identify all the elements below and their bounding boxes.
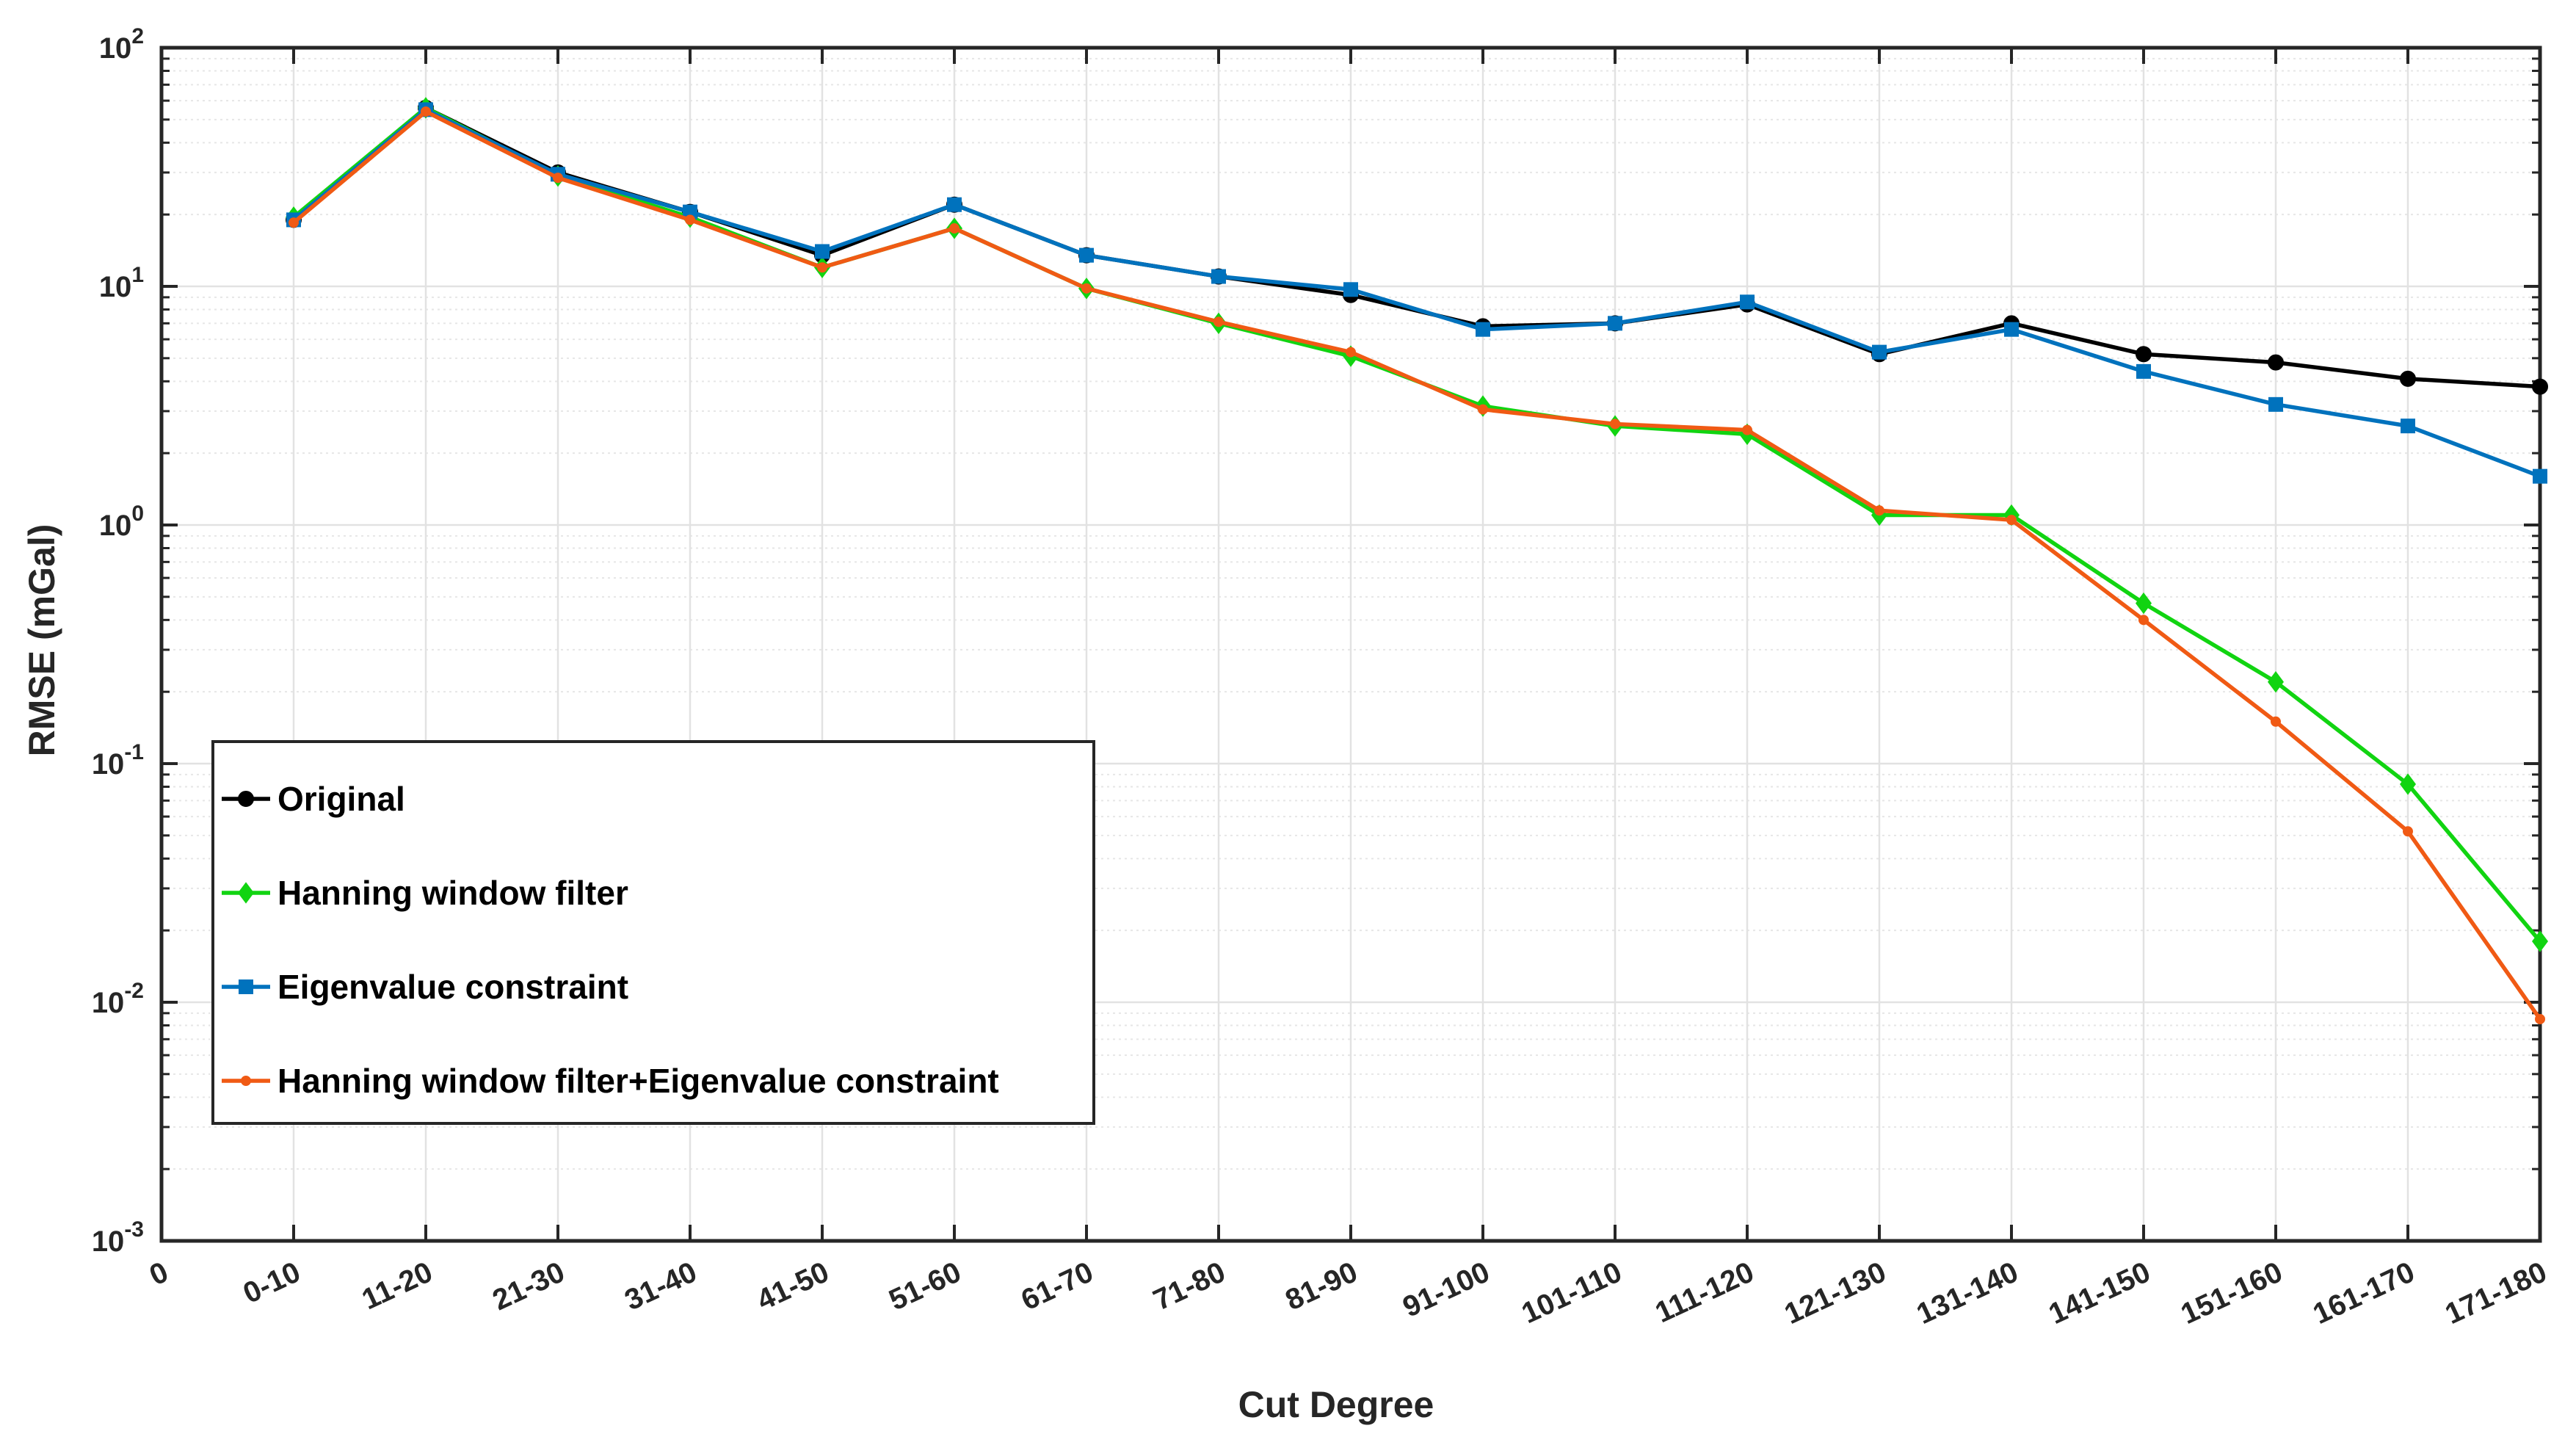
y-tick-label: 102 <box>99 24 144 65</box>
x-tick-label: 121-130 <box>1779 1256 1891 1330</box>
legend-label: Hanning window filter <box>277 874 628 912</box>
data-point <box>2268 396 2283 412</box>
data-point <box>815 244 830 259</box>
y-axis-title: RMSE (mGal) <box>21 524 62 757</box>
data-point <box>2400 370 2416 387</box>
data-point <box>2271 716 2281 727</box>
data-point <box>2400 773 2416 795</box>
data-point <box>1081 283 1092 294</box>
x-tick-label: 141-150 <box>2044 1256 2155 1330</box>
data-point <box>2268 354 2284 371</box>
series-4 <box>289 106 2545 1024</box>
x-tick-label: 91-100 <box>1398 1256 1494 1324</box>
legend-box <box>211 740 1095 1125</box>
y-tick-label: 101 <box>99 263 144 303</box>
y-tick-label: 100 <box>99 501 144 542</box>
legend-entry[interactable]: Original <box>222 780 405 818</box>
data-point <box>1476 322 1490 337</box>
x-tick-label: 71-80 <box>1148 1256 1230 1317</box>
y-tick-label: 10-1 <box>92 740 144 781</box>
data-point <box>1346 347 1356 358</box>
data-point <box>2138 615 2149 626</box>
data-point <box>817 262 827 273</box>
data-point <box>2532 930 2548 952</box>
data-point <box>1872 344 1887 360</box>
series-line <box>292 107 2541 479</box>
data-point <box>685 214 695 225</box>
x-tick-label: 161-170 <box>2308 1256 2420 1330</box>
data-point <box>1211 269 1226 284</box>
legend-swatch-marker <box>239 979 253 994</box>
legend-label: Eigenvalue constraint <box>277 968 628 1006</box>
x-tick-label: 171-180 <box>2440 1256 2552 1330</box>
data-point <box>1874 505 1884 516</box>
data-point <box>2532 378 2548 395</box>
x-tick-label: 111-120 <box>1650 1256 1759 1329</box>
data-point <box>1213 316 1224 327</box>
legend-entry[interactable]: Eigenvalue constraint <box>222 968 628 1006</box>
data-point <box>2136 346 2152 363</box>
y-tick-label: 10-2 <box>92 979 144 1019</box>
legend-swatch-marker <box>241 1076 251 1086</box>
data-point <box>2403 826 2413 837</box>
data-point <box>1608 316 1622 331</box>
legend-label: Original <box>277 780 405 818</box>
x-tick-label: 0-10 <box>239 1256 305 1310</box>
data-point <box>947 197 962 212</box>
series-layer <box>286 97 2548 1024</box>
data-point <box>1079 247 1094 263</box>
x-tick-label: 101-110 <box>1517 1256 1627 1330</box>
x-tick-label: 51-60 <box>884 1256 965 1317</box>
legend-label: Hanning window filter+Eigenvalue constra… <box>277 1062 999 1100</box>
x-tick-label: 31-40 <box>620 1256 701 1317</box>
legend-entry[interactable]: Hanning window filter <box>222 874 628 912</box>
x-tick-label: 151-160 <box>2176 1256 2287 1330</box>
data-point <box>2533 468 2547 484</box>
y-tick-label: 10-3 <box>92 1217 144 1258</box>
legend-swatch-marker <box>238 791 254 807</box>
data-point <box>1742 424 1752 435</box>
data-point <box>2535 1013 2545 1024</box>
data-point <box>289 217 299 228</box>
x-tick-label: 131-140 <box>1912 1256 2023 1330</box>
data-point <box>2006 515 2017 526</box>
legend[interactable]: Original Hanning window filter Eigenvalue … <box>211 740 1095 1125</box>
data-point <box>2004 322 2019 337</box>
series-line <box>292 109 2542 1021</box>
data-point <box>1343 282 1358 297</box>
legend-entry[interactable]: Hanning window filter+Eigenvalue constra… <box>222 1062 999 1100</box>
data-point <box>2136 592 2152 615</box>
legend-swatch-marker <box>238 882 254 904</box>
series-3 <box>286 102 2547 484</box>
x-tick-label: 61-70 <box>1016 1256 1097 1317</box>
data-point <box>2401 419 2415 434</box>
data-point <box>2268 671 2284 693</box>
x-tick-label: 0 <box>145 1256 173 1292</box>
data-point <box>421 106 431 117</box>
data-point <box>1478 404 1488 415</box>
data-point <box>1610 419 1620 430</box>
data-point <box>1740 294 1755 310</box>
x-tick-label: 81-90 <box>1280 1256 1362 1317</box>
x-tick-label: 11-20 <box>357 1256 437 1316</box>
x-tick-label: 21-30 <box>487 1256 569 1317</box>
data-point <box>2136 363 2151 379</box>
x-axis-title: Cut Degree <box>1238 1384 1434 1425</box>
data-point <box>553 173 563 184</box>
data-point <box>949 223 959 234</box>
x-tick-label: 41-50 <box>752 1256 833 1317</box>
